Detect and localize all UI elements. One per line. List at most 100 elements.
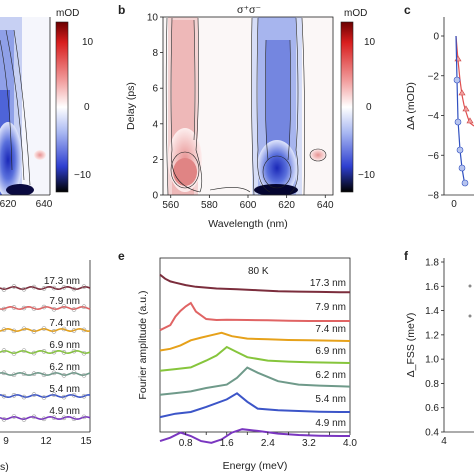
panel-e-trace: [159, 273, 350, 294]
panel-e-trace: [159, 392, 350, 419]
panel-d-point: [81, 373, 87, 378]
panel-d-point: [1, 287, 7, 292]
panel-a-colorbar: [55, 21, 69, 193]
panel-e-size-label: 7.4 nm: [315, 324, 346, 335]
panel-d-point: [11, 284, 17, 289]
panel-d-point: [31, 350, 37, 356]
panel-d-point: [1, 370, 7, 376]
panel-d-xtick: 9: [3, 436, 9, 447]
panel-d-point: [11, 372, 17, 378]
panel-d-point: [31, 329, 37, 334]
panel-b-xtick: 620: [278, 200, 295, 211]
panel-f-xtick: 4: [441, 436, 447, 447]
panel-b-heatmap: [163, 17, 333, 195]
panel-d-point: [41, 395, 47, 400]
panel-b-colorbar-tick: −10: [358, 170, 375, 181]
panel-b-colorbar: [340, 21, 354, 193]
panel-f-points: [468, 284, 472, 318]
panel-d-point: [11, 414, 17, 419]
panel-e-size-label: 6.9 nm: [315, 346, 346, 357]
panel-f-ylabel: Δ_FSS (meV): [405, 313, 417, 378]
panel-d-point: [51, 349, 57, 355]
panel-c-xtick: 0: [451, 199, 457, 210]
panel-d-point: [11, 393, 17, 398]
panel-d-point: [41, 349, 47, 354]
panel-e: e 80 K 17.3 nm 7.9 nm 7.4 nm 6.9 nm 6.2 nm 5.…: [118, 249, 357, 472]
panel-e-size-label: 7.9 nm: [315, 302, 346, 313]
panel-d-point: [71, 328, 77, 333]
panel-e-trace: [159, 366, 351, 396]
panel-f-ytick: 0.6: [425, 403, 439, 414]
panel-e-xtick: 2.4: [261, 438, 275, 449]
panel-f: f 1.8 1.6 1.4 1.2 1.0 0.8 0.6 0.4 Δ_FSS (meV) 4: [404, 249, 474, 447]
panel-d-point: [31, 392, 37, 397]
panel-d-size-label: 7.9 nm: [49, 296, 80, 307]
panel-a-heatmap: [0, 17, 50, 195]
panel-b-xtick: 580: [201, 200, 218, 211]
panel-c-trace-red: [454, 35, 474, 127]
panel-d-trace: [0, 415, 91, 421]
panel-c-ylabel: ΔA (mOD): [405, 82, 417, 130]
panel-d-point: [51, 329, 57, 334]
panel-b-ylabel: Delay (ps): [125, 82, 137, 130]
panel-d-point: [61, 394, 67, 400]
panel-e-xtick: 1.6: [220, 438, 234, 449]
panel-d-point: [1, 348, 7, 353]
panel-d-size-label: 6.2 nm: [49, 362, 80, 373]
panel-f-ytick: 1.8: [425, 258, 439, 269]
panel-c: c 0 −2 −4 −6 −8 ΔA (mOD) 0: [404, 3, 474, 210]
panel-c-ytick: −8: [428, 191, 440, 202]
panel-b-xtick: 600: [240, 200, 257, 211]
panel-d-point: [21, 286, 27, 292]
panel-d-point: [21, 326, 27, 332]
panel-c-ytick: −4: [428, 111, 440, 122]
panel-b-ytick: 6: [152, 84, 158, 95]
panel-d-size-label: 4.9 nm: [49, 406, 80, 417]
panel-b-xlabel: Wavelength (nm): [208, 218, 288, 230]
panel-d-point: [21, 394, 27, 400]
panel-d-point: [61, 415, 67, 421]
panel-c-ytick: −2: [428, 71, 440, 82]
panel-d-trace: [0, 371, 91, 377]
panel-d-point: [61, 373, 67, 378]
panel-d-point: [1, 417, 7, 422]
panel-d: 17.3 nm 7.9 nm 7.4 nm 6.9 nm 6.2 nm 5.4 nm 4.9…: [0, 260, 92, 473]
panel-a-colorbar-tick: −10: [74, 170, 91, 181]
panel-d-point: [41, 372, 47, 378]
panel-d-point: [41, 416, 47, 422]
panel-b-ytick: 0: [152, 191, 158, 202]
panel-e-trace: [159, 301, 350, 332]
panel-a-colorbar-tick: 10: [82, 37, 94, 48]
panel-d-point: [31, 414, 37, 420]
panel-d-point: [71, 416, 77, 421]
panel-d-point: [51, 415, 57, 420]
panel-d-point: [71, 307, 77, 312]
panel-e-annotation: 80 K: [248, 266, 269, 277]
panel-e-xtick: 4.0: [343, 438, 357, 449]
panel-d-point: [71, 348, 77, 354]
panel-a-xtick: 640: [36, 199, 53, 210]
panel-f-ytick: 0.4: [425, 428, 439, 439]
panel-c-ytick: 0: [433, 32, 439, 43]
panel-e-xtick: 0.8: [179, 438, 193, 449]
panel-d-point: [1, 393, 7, 399]
panel-d-trace: [0, 394, 90, 399]
panel-d-point: [81, 304, 87, 310]
panel-d-point: [21, 305, 27, 311]
panel-d-point: [21, 417, 27, 422]
panel-f-label: f: [404, 249, 409, 263]
panel-d-point: [71, 392, 77, 398]
panel-e-label: e: [118, 249, 125, 263]
panel-e-xlabel: Energy (meV): [223, 460, 288, 472]
panel-c-label: c: [404, 3, 411, 17]
panel-b-xtick: 560: [162, 200, 179, 211]
panel-b-ytick: 4: [152, 119, 158, 130]
panel-b-ytick: 2: [152, 155, 158, 166]
panel-a: 620 640 mOD 10 0 −10: [0, 8, 94, 210]
panel-d-point: [41, 286, 47, 291]
panel-d-trace: [0, 305, 91, 311]
panel-d-point: [61, 304, 67, 309]
panel-d-point: [71, 286, 77, 292]
panel-d-trace: [0, 327, 91, 333]
panel-d-size-label: 6.9 nm: [49, 340, 80, 351]
